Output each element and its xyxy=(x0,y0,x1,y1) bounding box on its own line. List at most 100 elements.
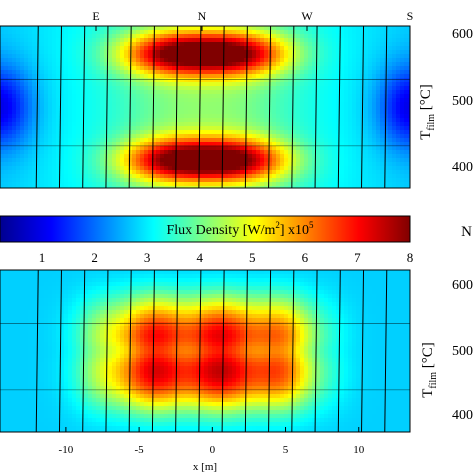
heatmap-cell xyxy=(124,186,129,188)
heatmap-cell xyxy=(100,170,105,175)
heatmap-cell xyxy=(56,102,61,107)
heatmap-cell xyxy=(320,30,325,35)
heatmap-cell xyxy=(240,290,245,295)
heatmap-cell xyxy=(24,46,29,51)
heatmap-cell xyxy=(320,170,325,175)
heatmap-cell xyxy=(156,66,161,71)
heatmap-cell xyxy=(184,46,189,51)
heatmap-cell xyxy=(340,78,345,83)
heatmap-cell xyxy=(352,54,357,59)
heatmap-cell xyxy=(136,110,141,115)
colorbar-tick-label: 8 xyxy=(407,250,414,265)
heatmap-cell xyxy=(276,46,281,51)
heatmap-cell xyxy=(284,174,289,179)
heatmap-cell xyxy=(368,54,373,59)
heatmap-cell xyxy=(220,42,225,47)
heatmap-cell xyxy=(4,178,9,183)
heatmap-cell xyxy=(356,146,361,151)
heatmap-cell xyxy=(264,74,269,79)
heatmap-cell xyxy=(96,294,101,299)
heatmap-cell xyxy=(200,34,205,39)
heatmap-cell xyxy=(20,58,25,63)
heatmap-cell xyxy=(404,38,409,43)
heatmap-cell xyxy=(72,110,77,115)
heatmap-cell xyxy=(96,170,101,175)
heatmap-cell xyxy=(120,90,125,95)
heatmap-cell xyxy=(176,290,181,295)
heatmap-cell xyxy=(144,26,149,31)
heatmap-cell xyxy=(4,70,9,75)
heatmap-cell xyxy=(172,170,177,175)
heatmap-cell xyxy=(328,106,333,111)
heatmap-cell xyxy=(328,54,333,59)
heatmap-cell xyxy=(300,110,305,115)
heatmap-cell xyxy=(292,102,297,107)
heatmap-cell xyxy=(204,122,209,127)
heatmap-cell xyxy=(328,26,333,31)
heatmap-cell xyxy=(232,270,237,275)
heatmap-cell xyxy=(212,118,217,123)
heatmap-cell xyxy=(132,182,137,187)
heatmap-cell xyxy=(152,154,157,159)
heatmap-cell xyxy=(96,158,101,163)
heatmap-cell xyxy=(352,50,357,55)
heatmap-cell xyxy=(212,122,217,127)
heatmap-cell xyxy=(72,70,77,75)
heatmap-cell xyxy=(112,78,117,83)
heatmap-cell xyxy=(392,154,397,159)
heatmap-cell xyxy=(324,50,329,55)
heatmap-cell xyxy=(184,270,189,275)
heatmap-cell xyxy=(184,174,189,179)
heatmap-cell xyxy=(72,182,77,187)
heatmap-cell xyxy=(120,158,125,163)
heatmap-cell xyxy=(104,94,109,99)
heatmap-cell xyxy=(172,110,177,115)
heatmap-cell xyxy=(364,182,369,187)
heatmap-cell xyxy=(120,62,125,67)
heatmap-cell xyxy=(304,94,309,99)
heatmap-cell xyxy=(32,38,37,43)
heatmap-cell xyxy=(52,78,57,83)
heatmap-cell xyxy=(404,130,409,135)
heatmap-cell xyxy=(404,78,409,83)
heatmap-cell xyxy=(216,102,221,107)
heatmap-cell xyxy=(68,286,73,291)
heatmap-cell xyxy=(356,46,361,51)
heatmap-cell xyxy=(292,42,297,47)
heatmap-cell xyxy=(92,74,97,79)
heatmap-cell xyxy=(144,170,149,175)
heatmap-cell xyxy=(348,154,353,159)
heatmap-cell xyxy=(112,126,117,131)
heatmap-cell xyxy=(172,154,177,159)
heatmap-cell xyxy=(240,282,245,287)
heatmap-cell xyxy=(156,182,161,187)
heatmap-cell xyxy=(128,42,133,47)
heatmap-cell xyxy=(312,106,317,111)
heatmap-cell xyxy=(252,166,257,171)
heatmap-cell xyxy=(296,118,301,123)
heatmap-cell xyxy=(264,50,269,55)
heatmap-cell xyxy=(328,134,333,139)
heatmap-cell xyxy=(164,30,169,35)
heatmap-cell xyxy=(320,74,325,79)
heatmap-cell xyxy=(40,162,45,167)
heatmap-cell xyxy=(228,66,233,71)
heatmap-cell xyxy=(224,46,229,51)
heatmap-cell xyxy=(172,70,177,75)
heatmap-cell xyxy=(112,162,117,167)
heatmap-cell xyxy=(340,162,345,167)
heatmap-cell xyxy=(376,162,381,167)
heatmap-cell xyxy=(220,58,225,63)
heatmap-cell xyxy=(288,154,293,159)
colorbar-tick-label: 5 xyxy=(249,250,256,265)
heatmap-cell xyxy=(208,154,213,159)
heatmap-cell xyxy=(132,58,137,63)
heatmap-cell xyxy=(120,46,125,51)
heatmap-cell xyxy=(288,86,293,91)
heatmap-cell xyxy=(8,166,13,171)
heatmap-cell xyxy=(164,130,169,135)
heatmap-cell xyxy=(120,270,125,275)
heatmap-cell xyxy=(200,282,205,287)
heatmap-cell xyxy=(328,166,333,171)
heatmap-cell xyxy=(312,78,317,83)
